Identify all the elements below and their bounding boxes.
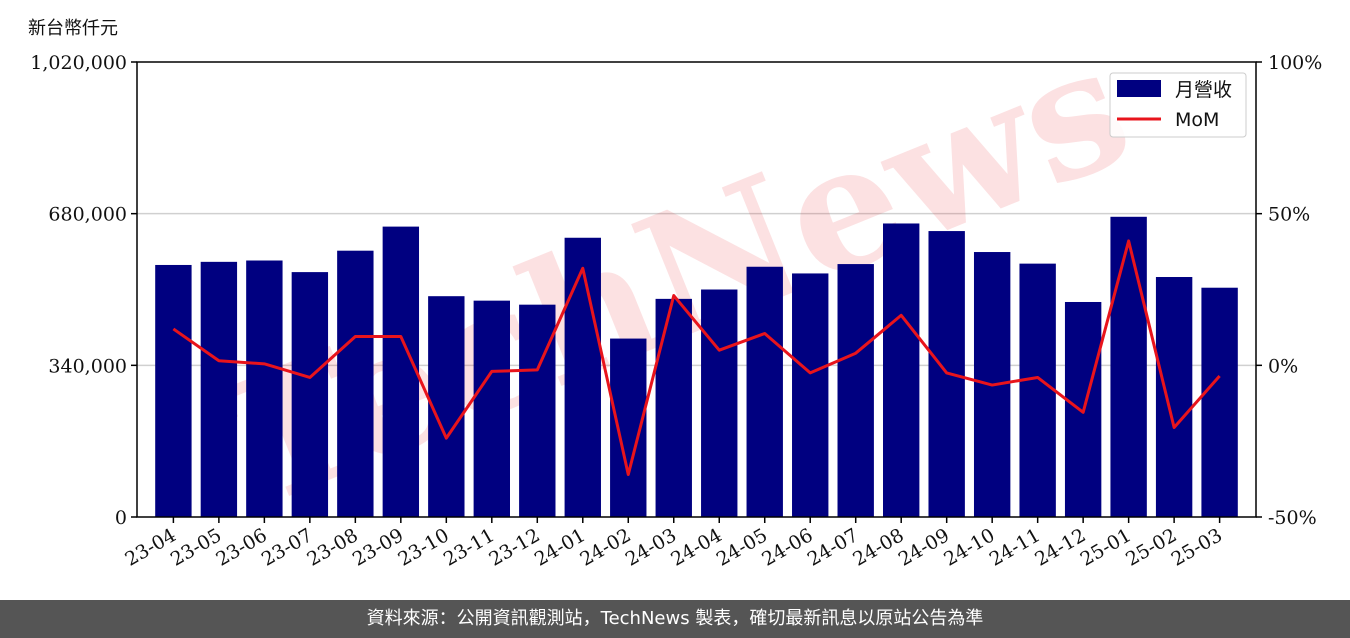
x-tick-label: 25-03 bbox=[1168, 524, 1226, 570]
x-tick-label: 24-06 bbox=[758, 524, 816, 570]
x-tick-label: 23-12 bbox=[485, 524, 543, 570]
x-tick-label: 24-04 bbox=[667, 524, 725, 570]
x-tick-label: 24-05 bbox=[713, 524, 771, 570]
x-tick-label: 24-07 bbox=[804, 524, 862, 570]
bar bbox=[883, 223, 919, 517]
x-tick-label: 24-10 bbox=[940, 524, 998, 570]
left-tick-label: 680,000 bbox=[48, 204, 127, 226]
right-tick-label: -50% bbox=[1268, 507, 1317, 529]
bar bbox=[1019, 264, 1055, 517]
x-tick-label: 23-05 bbox=[167, 524, 225, 570]
right-tick-label: 0% bbox=[1268, 355, 1298, 377]
bar bbox=[747, 267, 783, 517]
x-tick-label: 23-11 bbox=[440, 524, 498, 570]
legend-label-revenue: 月營收 bbox=[1175, 79, 1232, 101]
bar bbox=[1110, 217, 1146, 517]
bar bbox=[701, 290, 737, 518]
right-axis: -50% 0% 50% 100% bbox=[1256, 52, 1322, 529]
bar bbox=[337, 251, 373, 517]
right-tick-label: 100% bbox=[1268, 52, 1322, 74]
bar bbox=[1201, 288, 1237, 517]
bar bbox=[155, 265, 191, 517]
left-tick-label: 0 bbox=[115, 507, 127, 529]
x-tick-label: 25-01 bbox=[1077, 524, 1135, 570]
x-tick-label: 24-03 bbox=[622, 524, 680, 570]
bar bbox=[656, 299, 692, 517]
bar bbox=[519, 305, 555, 517]
right-tick-label: 50% bbox=[1268, 204, 1310, 226]
left-axis: 0 340,000 680,000 1,020,000 bbox=[30, 52, 137, 529]
x-tick-label: 23-08 bbox=[303, 524, 361, 570]
left-tick-label: 1,020,000 bbox=[30, 52, 127, 74]
x-tick-label: 23-10 bbox=[394, 524, 452, 570]
bar bbox=[1156, 277, 1192, 517]
x-tick-label: 24-12 bbox=[1031, 524, 1089, 570]
bar bbox=[792, 273, 828, 517]
x-tick-label: 25-02 bbox=[1122, 524, 1180, 570]
bar bbox=[246, 261, 282, 517]
source-footer: 資料來源：公開資訊觀測站，TechNews 製表，確切最新訊息以原站公告為準 bbox=[0, 600, 1350, 638]
bar bbox=[474, 301, 510, 517]
x-tick-label: 23-04 bbox=[121, 524, 179, 570]
legend: 月營收 MoM bbox=[1110, 73, 1246, 137]
left-tick-label: 340,000 bbox=[48, 355, 127, 377]
x-tick-label: 23-09 bbox=[349, 524, 407, 570]
legend-label-mom: MoM bbox=[1175, 109, 1219, 131]
bar bbox=[292, 272, 328, 517]
x-tick-label: 24-08 bbox=[849, 524, 907, 570]
x-tick-label: 24-02 bbox=[576, 524, 634, 570]
x-tick-label: 24-11 bbox=[986, 524, 1044, 570]
bar bbox=[383, 227, 419, 517]
x-tick-label: 24-09 bbox=[895, 524, 953, 570]
legend-bar-swatch bbox=[1117, 80, 1161, 97]
x-tick-label: 23-06 bbox=[212, 524, 270, 570]
bar bbox=[838, 264, 874, 517]
x-tick-label: 24-01 bbox=[531, 524, 589, 570]
bar bbox=[565, 238, 601, 517]
bar bbox=[201, 262, 237, 517]
